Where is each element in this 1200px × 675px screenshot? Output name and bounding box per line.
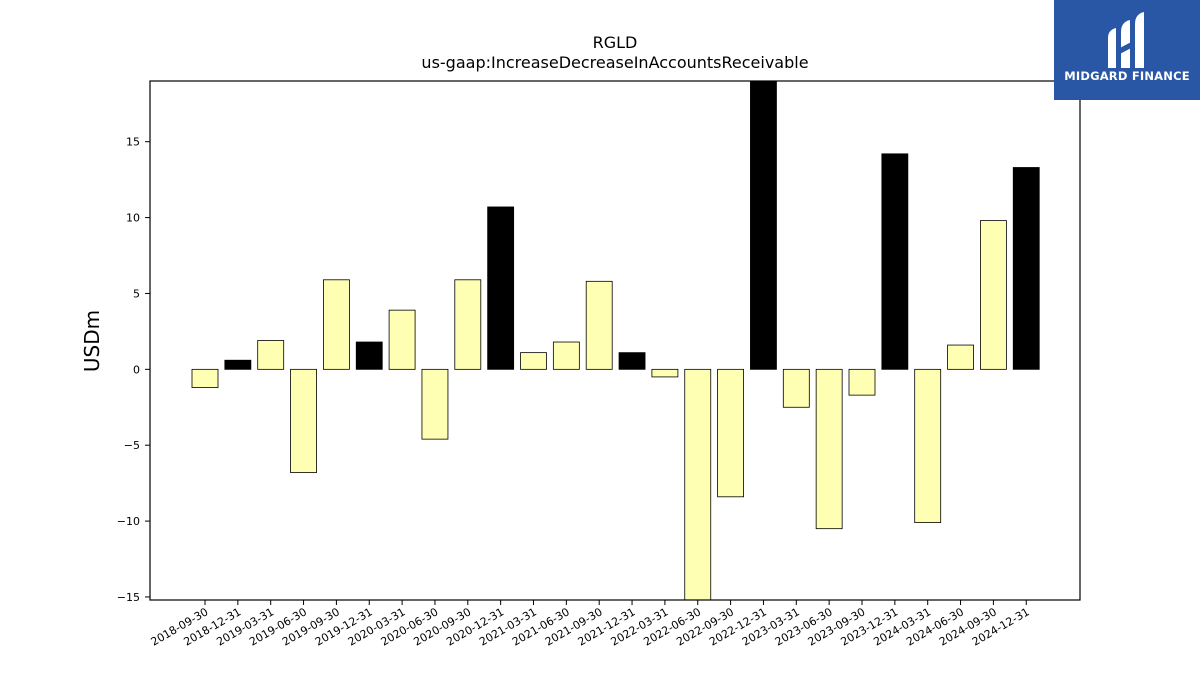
bar-2023-06-30 bbox=[815, 368, 843, 530]
y-tick-label: 0 bbox=[133, 363, 140, 376]
bar-2019-06-30 bbox=[290, 368, 317, 473]
y-tick-label: 5 bbox=[133, 287, 140, 300]
y-tick-label: 15 bbox=[126, 136, 140, 149]
bar-2020-12-31 bbox=[487, 206, 515, 370]
bar-2022-12-31 bbox=[750, 80, 777, 370]
plot-frame bbox=[149, 80, 1081, 601]
bar-2022-06-30 bbox=[684, 368, 712, 601]
bar-2024-09-30 bbox=[980, 220, 1007, 370]
y-tick-label: 10 bbox=[126, 212, 140, 225]
chart-title: RGLD bbox=[593, 33, 638, 52]
bar-2018-09-30 bbox=[191, 368, 219, 388]
bar-2023-09-30 bbox=[848, 368, 876, 396]
x-axis: 2018-09-302018-12-312019-03-312019-06-30… bbox=[149, 600, 1032, 649]
bar-2024-12-31 bbox=[1012, 167, 1040, 370]
bar-2020-03-31 bbox=[388, 309, 416, 370]
bar-2021-09-30 bbox=[585, 280, 613, 370]
bar-2018-12-31 bbox=[224, 359, 252, 370]
chart-subtitle: us-gaap:IncreaseDecreaseInAccountsReceiv… bbox=[421, 53, 808, 72]
bar-2022-09-30 bbox=[717, 368, 744, 498]
brand-logo: MIDGARD FINANCE bbox=[1054, 0, 1200, 100]
bar-2024-03-31 bbox=[914, 368, 942, 524]
bar-2022-03-31 bbox=[651, 368, 679, 378]
y-axis-label: USDm bbox=[80, 310, 104, 372]
y-tick-label: −5 bbox=[124, 439, 140, 452]
y-axis: −15 −10 −5 0 5 10 15 bbox=[117, 136, 150, 604]
bar-2019-03-31 bbox=[257, 340, 285, 370]
bar-2020-06-30 bbox=[421, 368, 449, 440]
bar-2021-12-31 bbox=[618, 352, 646, 370]
bar-2023-03-31 bbox=[782, 368, 810, 408]
midgard-logo-icon bbox=[1108, 12, 1144, 68]
bar-2021-03-31 bbox=[520, 352, 547, 370]
bar-2024-06-30 bbox=[947, 344, 974, 370]
logo-text: MIDGARD FINANCE bbox=[1064, 69, 1190, 83]
bar-2019-09-30 bbox=[322, 279, 350, 370]
bar-2021-06-30 bbox=[552, 341, 580, 370]
bar-2019-12-31 bbox=[355, 341, 383, 370]
bar-2023-12-31 bbox=[881, 153, 909, 370]
y-tick-label: −10 bbox=[117, 515, 140, 528]
bars-group bbox=[191, 80, 1040, 601]
y-tick-label: −15 bbox=[117, 591, 140, 604]
bar-2020-09-30 bbox=[454, 279, 482, 370]
